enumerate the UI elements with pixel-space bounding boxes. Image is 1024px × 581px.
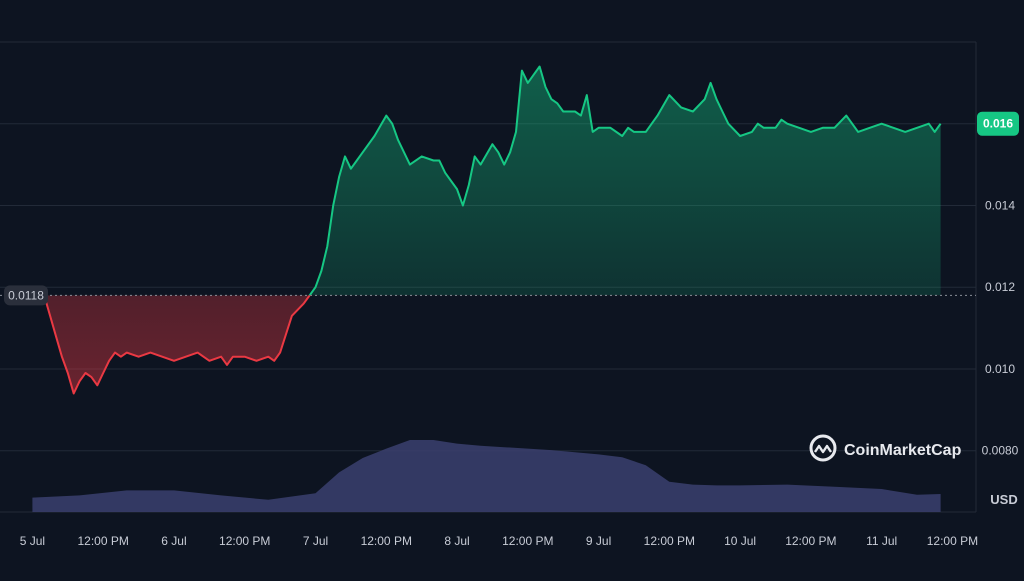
baseline-price-label: 0.0118 xyxy=(8,288,44,302)
x-tick-label: 11 Jul xyxy=(866,534,897,548)
x-tick-label: 6 Jul xyxy=(161,534,186,548)
price-line-up xyxy=(44,65,942,296)
x-tick-label: 12:00 PM xyxy=(361,534,412,548)
y-axis-unit-label: USD xyxy=(990,492,1017,507)
current-price-label: 0.016 xyxy=(983,117,1013,131)
brand-name: CoinMarketCap xyxy=(844,442,962,459)
volume-area xyxy=(32,440,941,512)
price-area-below-baseline xyxy=(44,295,941,394)
current-price-tag: 0.016 xyxy=(977,111,1019,136)
x-tick-label: 7 Jul xyxy=(303,534,328,548)
x-axis: 5 Jul 12:00 PM 6 Jul 12:00 PM 7 Jul 12:00 PM 8… xyxy=(20,534,978,548)
x-tick-label: 10 Jul xyxy=(724,534,756,548)
y-axis: 0.0080 0.010 0.012 0.014 xyxy=(982,198,1019,457)
price-line-down xyxy=(43,295,311,395)
coinmarketcap-logo-icon xyxy=(809,434,837,462)
volume-series-area xyxy=(32,440,941,512)
x-tick-label: 5 Jul xyxy=(20,534,45,548)
y-tick-label: 0.014 xyxy=(985,198,1015,212)
x-tick-label: 12:00 PM xyxy=(644,534,695,548)
y-tick-label: 0.010 xyxy=(985,362,1015,376)
price-area xyxy=(44,66,941,394)
baseline-price-tag: 0.0118 xyxy=(4,285,48,306)
x-tick-label: 9 Jul xyxy=(586,534,611,548)
y-tick-label: 0.012 xyxy=(985,280,1015,294)
coinmarketcap-watermark: CoinMarketCap xyxy=(809,434,962,462)
x-tick-label: 12:00 PM xyxy=(78,534,129,548)
x-tick-label: 12:00 PM xyxy=(502,534,553,548)
price-line xyxy=(43,65,942,395)
x-tick-label: 8 Jul xyxy=(444,534,469,548)
x-tick-label: 12:00 PM xyxy=(219,534,270,548)
price-area-above-baseline xyxy=(309,66,941,296)
x-tick-label: 12:00 PM xyxy=(927,534,978,548)
x-tick-label: 12:00 PM xyxy=(785,534,836,548)
y-tick-label: 0.0080 xyxy=(982,444,1019,458)
